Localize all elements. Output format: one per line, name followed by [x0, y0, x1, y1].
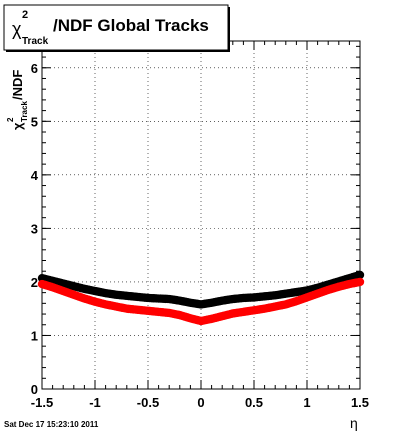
x-axis-label: η	[350, 415, 358, 431]
ylabel-chi: χ	[10, 122, 25, 130]
y-tick-label: 5	[31, 114, 38, 129]
x-tick-label: -1.5	[31, 395, 53, 410]
series-0	[37, 270, 365, 309]
y-tick-label: 4	[31, 168, 39, 183]
title-chi: χ	[12, 19, 22, 39]
ylabel-sup: 2	[6, 117, 15, 122]
timestamp: Sat Dec 17 15:23:10 2011	[4, 420, 99, 429]
y-tick-label: 1	[31, 328, 38, 343]
title-box: χ 2 Track /NDF Global Tracks	[3, 4, 230, 52]
x-tick-label: -1	[89, 395, 101, 410]
title-box-shadow	[6, 50, 230, 52]
title-sub: Track	[22, 36, 49, 47]
x-tick-label: 1	[303, 395, 310, 410]
data-point	[355, 270, 365, 280]
y-tick-label: 2	[31, 275, 38, 290]
ylabel-sub: Track	[20, 101, 29, 122]
title-box-shadow-side	[228, 7, 230, 52]
x-tick-label: 1.5	[351, 395, 369, 410]
grid	[42, 41, 360, 389]
title-box-frame	[3, 4, 229, 51]
data-points	[37, 270, 365, 326]
tick-labels: -1.5 -1 -0.5 0 0.5 1 1.5 0 1 2 3 4 5 6	[31, 61, 369, 410]
data-point	[355, 277, 365, 287]
x-tick-label: 0.5	[245, 395, 263, 410]
y-tick-label: 3	[31, 221, 38, 236]
y-tick-label: 0	[31, 382, 38, 397]
title-sup: 2	[22, 9, 28, 21]
x-tick-label: -0.5	[137, 395, 159, 410]
chart-title: /NDF Global Tracks	[53, 16, 209, 35]
y-tick-label: 6	[31, 61, 38, 76]
y-axis-label: χ 2 Track /NDF	[6, 70, 29, 130]
ylabel-tail: /NDF	[10, 70, 25, 100]
series-1	[37, 277, 365, 326]
x-tick-label: 0	[197, 395, 204, 410]
